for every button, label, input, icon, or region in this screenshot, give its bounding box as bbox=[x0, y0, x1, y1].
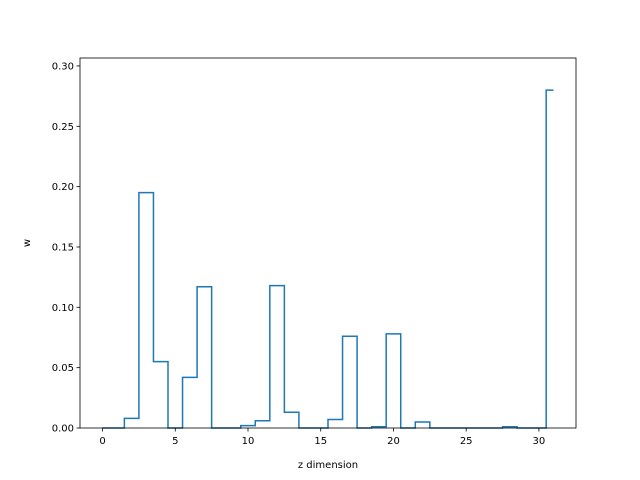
y-tick-label: 0.25 bbox=[52, 122, 74, 133]
x-tick-label: 5 bbox=[172, 436, 178, 447]
x-tick-label: 30 bbox=[533, 436, 546, 447]
y-tick-label: 0.20 bbox=[52, 182, 74, 193]
x-tick-label: 25 bbox=[460, 436, 473, 447]
y-tick-label: 0.30 bbox=[52, 61, 74, 72]
y-tick-label: 0.15 bbox=[52, 242, 74, 253]
x-tick-label: 15 bbox=[314, 436, 327, 447]
y-axis-label: w bbox=[22, 239, 33, 247]
x-tick-label: 0 bbox=[99, 436, 105, 447]
axes-frame bbox=[79, 57, 577, 429]
x-axis-label: z dimension bbox=[298, 460, 358, 471]
y-tick-label: 0.05 bbox=[52, 363, 74, 374]
axes: 0 5 10 15 20 25 30 0.00 0.05 0.10 0.15 0.20 0.25 0.30 bbox=[52, 57, 577, 447]
x-tick-label: 10 bbox=[242, 436, 255, 447]
y-tick-label: 0.10 bbox=[52, 303, 74, 314]
x-tick-label: 20 bbox=[387, 436, 400, 447]
y-tick-label: 0.00 bbox=[52, 424, 74, 435]
